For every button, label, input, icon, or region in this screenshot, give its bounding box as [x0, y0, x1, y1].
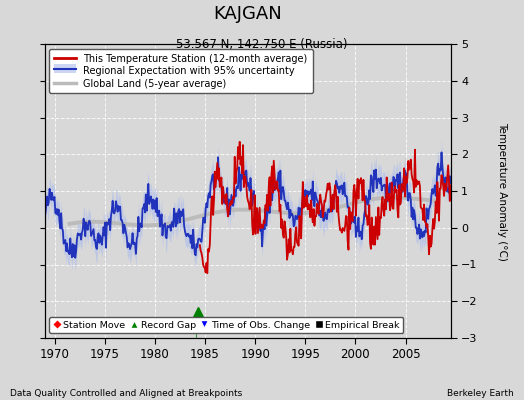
Legend: Station Move, Record Gap, Time of Obs. Change, Empirical Break: Station Move, Record Gap, Time of Obs. C… — [49, 317, 403, 333]
Y-axis label: Temperature Anomaly (°C): Temperature Anomaly (°C) — [497, 122, 507, 260]
Text: Data Quality Controlled and Aligned at Breakpoints: Data Quality Controlled and Aligned at B… — [10, 389, 243, 398]
Text: 53.567 N, 142.750 E (Russia): 53.567 N, 142.750 E (Russia) — [176, 38, 348, 51]
Title: KAJGAN: KAJGAN — [213, 5, 282, 23]
Text: Berkeley Earth: Berkeley Earth — [447, 389, 514, 398]
